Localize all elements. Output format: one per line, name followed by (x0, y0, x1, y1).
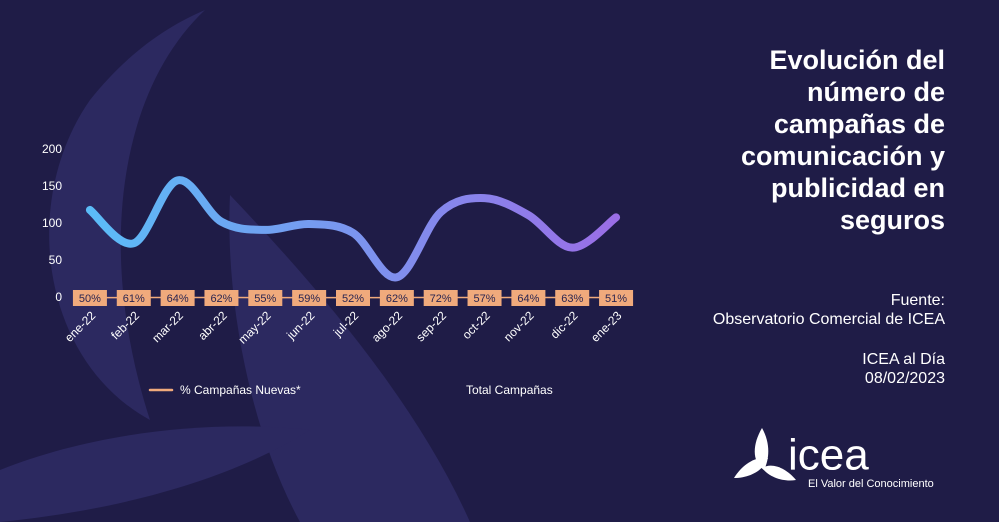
value-label-box (511, 290, 546, 306)
value-label: 64% (167, 293, 189, 305)
x-tick-label: ene-23 (588, 308, 625, 345)
x-tick-label: sep-22 (413, 308, 449, 344)
value-label-box (72, 290, 107, 306)
value-label: 62% (386, 293, 408, 305)
source-label: Fuente: (890, 292, 945, 309)
decor (0, 426, 310, 522)
title: Evolución del número de campañas de comu… (740, 45, 945, 235)
series-line (85, 176, 621, 282)
y-tick-label: 150 (42, 179, 62, 193)
x-tick-label: dic-22 (548, 308, 581, 341)
value-label: 72% (430, 293, 452, 305)
value-label-box (467, 290, 502, 306)
value-label-box (555, 290, 590, 306)
decor (229, 195, 470, 522)
x-tick-label: mar-22 (149, 308, 186, 345)
value-label-box (160, 290, 195, 306)
tagline: El Valor del Conocimiento (808, 478, 934, 490)
logo-icon (734, 428, 796, 481)
value-label: 62% (210, 293, 232, 305)
source-block: Fuente: Observatorio Comercial de ICEA (713, 291, 945, 329)
value-label: 64% (517, 293, 539, 305)
value-label: 51% (605, 293, 627, 305)
value-label-box (292, 290, 327, 306)
value-label-box (379, 290, 414, 306)
decor (49, 10, 206, 420)
value-label-box (248, 290, 283, 306)
y-tick-label: 50 (49, 253, 63, 267)
value-label-box (599, 290, 634, 306)
value-label-box (423, 290, 458, 306)
date: 08/02/2023 (864, 370, 945, 387)
value-label-box (204, 290, 239, 306)
value-label: 52% (342, 293, 364, 305)
logo-text: icea (788, 431, 869, 480)
x-tick-label: nov-22 (501, 308, 537, 344)
x-tick-label: abr-22 (195, 308, 230, 343)
value-label: 63% (561, 293, 583, 305)
x-tick-label: oct-22 (459, 308, 493, 342)
value-label: 50% (79, 293, 101, 305)
value-label-box (336, 290, 370, 306)
publication-block: ICEA al Día 08/02/2023 (862, 350, 945, 388)
value-label-box (116, 290, 151, 306)
value-label: 59% (298, 293, 320, 305)
value-label: 57% (474, 293, 496, 305)
source: Observatorio Comercial de ICEA (712, 311, 945, 328)
y-tick-label: 100 (42, 216, 62, 230)
value-label: 55% (254, 293, 276, 305)
x-tick-label: ago-22 (369, 308, 406, 345)
legend-label: Total Campañas (466, 383, 553, 397)
y-tick-label: 0 (55, 290, 62, 304)
legend-label: % Campañas Nuevas* (180, 383, 301, 397)
publication: ICEA al Día (862, 351, 945, 368)
value-label: 61% (123, 293, 145, 305)
y-tick-label: 200 (42, 142, 62, 156)
